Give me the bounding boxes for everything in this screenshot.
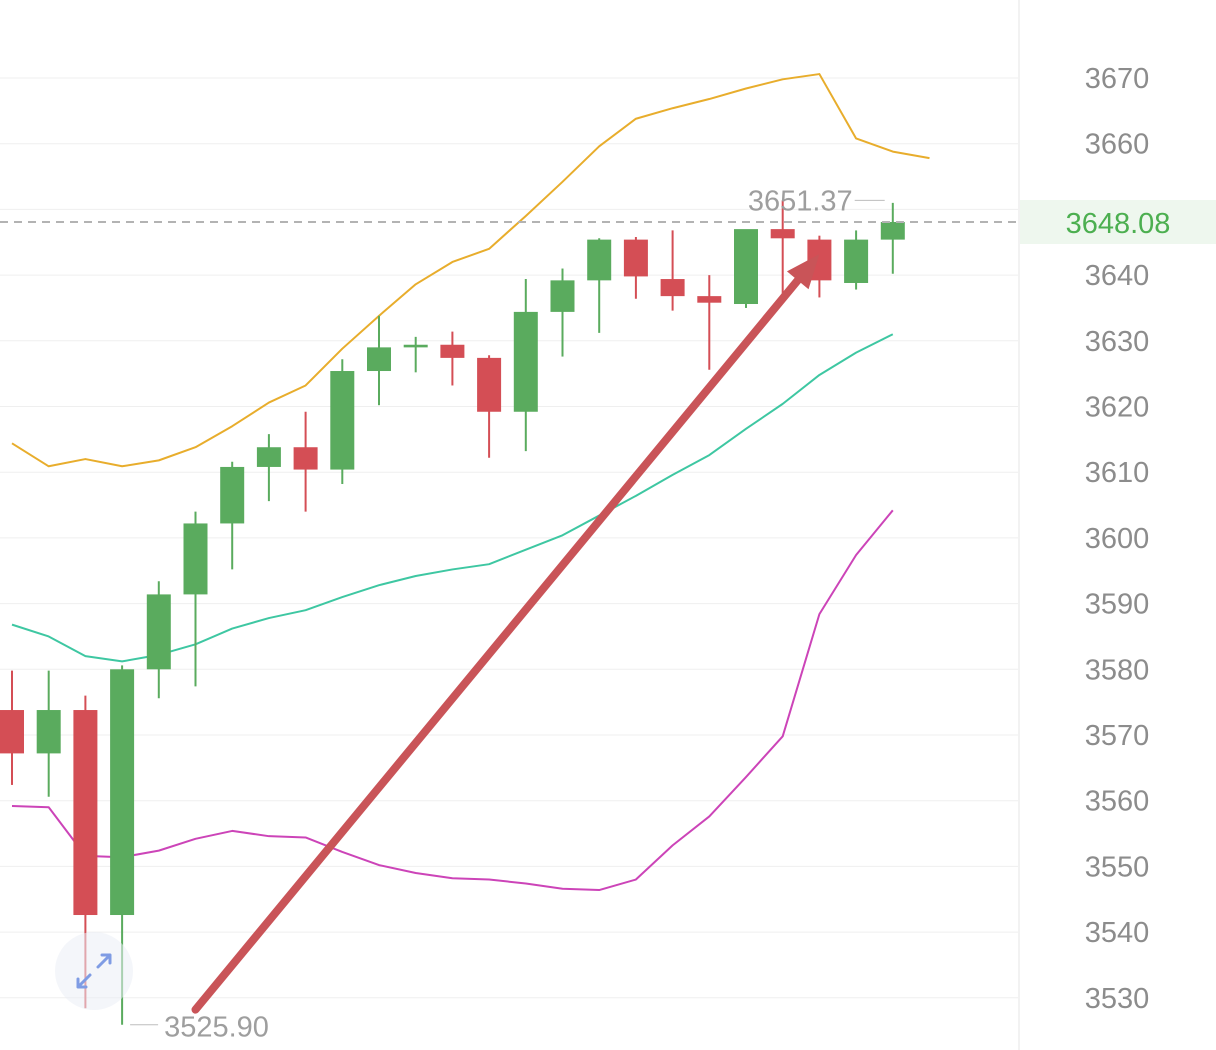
candle-body — [660, 279, 685, 297]
candle — [293, 411, 318, 512]
candle-body — [73, 710, 98, 916]
candle — [513, 279, 538, 452]
band-line — [11, 509, 894, 892]
candle-body — [513, 311, 538, 412]
band-line — [11, 73, 930, 468]
candle — [440, 331, 465, 386]
axis-divider — [1018, 0, 1020, 1050]
y-tick-label: 3660 — [1085, 129, 1150, 161]
y-tick-label: 3600 — [1085, 523, 1150, 555]
candle-body — [440, 344, 465, 358]
candle — [550, 268, 575, 357]
candle — [36, 670, 61, 797]
trend-arrow — [191, 254, 820, 1014]
y-axis: 3530 3540 3550 3560 3570 3580 3590 3600 3610 3620… — [1085, 63, 1150, 1015]
current-price-tag — [1020, 200, 1216, 245]
candle-body — [293, 447, 318, 470]
candle — [623, 236, 648, 299]
candle-body — [0, 710, 24, 754]
y-tick-label: 3620 — [1085, 392, 1150, 424]
y-tick-label: 3590 — [1085, 589, 1150, 621]
grid-lines — [0, 77, 1018, 999]
high-label: 3651.37 — [748, 185, 853, 217]
candle — [770, 200, 795, 297]
candle — [734, 229, 758, 308]
y-tick-label: 3540 — [1085, 917, 1150, 949]
candle-body — [146, 594, 171, 670]
candle — [220, 461, 245, 570]
candle-body — [477, 357, 502, 412]
candle-body — [256, 447, 281, 467]
candle-body — [403, 344, 428, 348]
y-tick-label: 3610 — [1085, 457, 1150, 489]
candle — [0, 670, 24, 785]
candle-body — [330, 371, 355, 470]
low-label: 3525.90 — [164, 1012, 269, 1044]
candle-body — [844, 239, 869, 283]
candle — [697, 275, 722, 370]
price-labels: 3648.08 3651.37 3525.90 — [0, 185, 1216, 1044]
y-tick-label: 3560 — [1085, 786, 1150, 818]
y-tick-label: 3530 — [1085, 983, 1150, 1015]
candle — [880, 202, 905, 274]
candle — [73, 695, 98, 1009]
y-tick-label: 3580 — [1085, 654, 1150, 686]
candle — [256, 434, 281, 502]
y-tick-label: 3550 — [1085, 851, 1150, 883]
candles — [0, 200, 905, 1025]
candle-body — [770, 229, 795, 239]
y-tick-label: 3570 — [1085, 720, 1150, 752]
candle-body — [367, 347, 391, 372]
candle — [660, 230, 685, 311]
candle-body — [36, 710, 61, 754]
candle — [477, 355, 502, 458]
current-price-label: 3648.08 — [1066, 208, 1171, 240]
candle-body — [183, 523, 208, 595]
candle-body — [623, 239, 648, 277]
candle — [146, 581, 171, 699]
candle-body — [697, 296, 722, 303]
candle — [183, 511, 208, 687]
candle-body — [110, 669, 135, 916]
y-tick-label: 3670 — [1085, 63, 1150, 95]
candle-body — [550, 280, 575, 312]
candle — [367, 315, 391, 406]
candle — [330, 359, 355, 485]
arrow-head — [786, 254, 820, 290]
candle — [403, 336, 428, 373]
y-tick-label: 3630 — [1085, 326, 1150, 358]
candle-body — [220, 466, 245, 524]
candle-body — [734, 229, 758, 305]
arrow-shaft — [191, 276, 802, 1014]
candle-body — [880, 222, 905, 240]
candle — [844, 230, 869, 290]
expand-button[interactable] — [55, 932, 133, 1010]
expand-arrows-icon — [76, 953, 112, 989]
candle — [587, 238, 612, 333]
candle-body — [587, 239, 612, 281]
y-tick-label: 3640 — [1085, 260, 1150, 292]
